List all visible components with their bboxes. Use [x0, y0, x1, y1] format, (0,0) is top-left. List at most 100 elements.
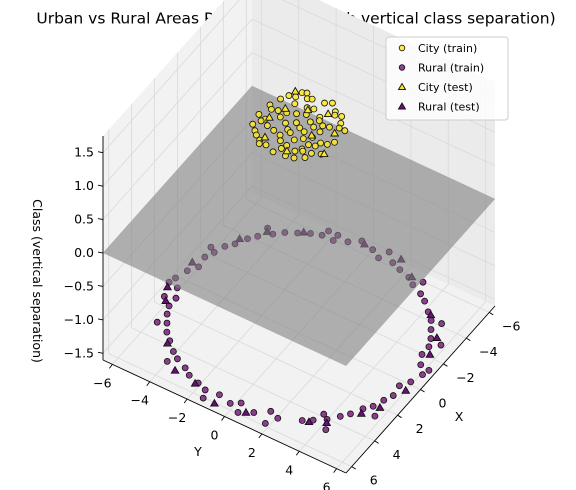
rural-train-point [418, 351, 426, 358]
x-tick-mark [489, 312, 494, 316]
city-train-point [249, 120, 257, 128]
z-tick-mark [97, 184, 104, 187]
z-grid-left-wall [102, 18, 253, 187]
rural-test-point [162, 338, 172, 347]
legend-label: Rural (train) [418, 62, 484, 75]
legend: City (train) Rural (train) City (test) Rura… [385, 36, 509, 121]
rural-train-point [298, 417, 306, 424]
rural-train-point [185, 371, 193, 379]
city-train-point [291, 100, 299, 108]
x-tick-label: −6 [502, 318, 520, 333]
y-tick-label: 0 [211, 428, 219, 443]
y-tick-label: 6 [323, 480, 331, 490]
x-tick-mark [466, 337, 471, 341]
city-train-point [252, 131, 260, 139]
city-train-point [306, 118, 314, 126]
y-tick-mark [295, 450, 300, 456]
city-train-point [270, 126, 278, 134]
rural-train-point [417, 361, 425, 369]
city-train-point [335, 124, 343, 132]
rural-test-point [375, 402, 385, 411]
rural-train-point [427, 326, 435, 333]
y-tick-mark [333, 468, 338, 473]
rural-train-point [163, 328, 171, 336]
legend-label: City (train) [418, 42, 477, 55]
city-train-point [329, 99, 336, 107]
legend-items: City (train) Rural (train) City (test) Rura… [397, 42, 484, 114]
rural-train-point [172, 294, 180, 302]
city-test-point [290, 86, 300, 95]
rural-train-point [267, 407, 275, 415]
city-test-point [303, 105, 313, 114]
city-train-point [255, 110, 263, 118]
city-test-point [280, 103, 290, 112]
x-tick-mark [374, 440, 379, 444]
z-tick-label: −1.0 [64, 312, 94, 327]
city-train-point [303, 89, 311, 97]
rural-train-point [425, 366, 433, 374]
x-tick-mark [420, 389, 425, 393]
rural-test-point [426, 310, 436, 319]
y-tick-mark [221, 416, 225, 421]
city-test-point [307, 130, 317, 139]
rural-train-point [417, 290, 424, 298]
z-grid-right-wall [251, 52, 496, 166]
legend-label: City (test) [418, 81, 473, 94]
rural-train-point [427, 317, 435, 324]
rural-train-point [437, 341, 445, 349]
city-train-point [277, 95, 284, 103]
city-train-point [305, 141, 312, 149]
city-train-point [311, 142, 319, 150]
city-points [249, 86, 349, 162]
rural-test-point [356, 408, 366, 417]
rural-train-point [371, 412, 379, 420]
city-test-point [319, 149, 329, 158]
city-train-point [296, 124, 304, 132]
rural-test-point [304, 417, 314, 426]
z-tick-label: 1.5 [74, 145, 94, 160]
rural-train-point [181, 364, 189, 372]
rural-train-point [216, 391, 223, 399]
city-train-point [341, 127, 349, 135]
rural-train-point [380, 396, 388, 404]
rural-train-point [226, 399, 234, 407]
city-train-point [331, 111, 339, 119]
rural-test-point [190, 378, 200, 387]
city-train-point [267, 105, 275, 113]
z-tick-mark [97, 285, 104, 287]
z-tick-mark [97, 218, 104, 221]
city-train-point [276, 137, 284, 145]
city-train-point [290, 136, 298, 144]
rural-train-point [395, 382, 403, 390]
city-train-point [319, 122, 327, 130]
y-tick-label: −6 [93, 375, 111, 390]
city-train-point [299, 147, 307, 155]
rural-train-point [169, 348, 177, 355]
city-train-point [310, 105, 318, 113]
z-tick-mark [97, 251, 104, 254]
x-axis-label: X [455, 409, 464, 424]
city-train-point [285, 92, 293, 99]
rural-test-point [241, 407, 251, 416]
rural-train-point [174, 355, 181, 363]
x-tick-label: −4 [479, 344, 497, 359]
city-train-point [293, 110, 300, 118]
city-train-point [301, 154, 309, 161]
rural-train-point [250, 409, 258, 416]
y-tick-label: 2 [248, 445, 256, 460]
y-tick-label: −2 [168, 410, 186, 425]
city-train-point [277, 145, 285, 152]
rural-train-point [261, 419, 269, 427]
city-train-point [292, 93, 300, 101]
x-tick-label: 2 [416, 421, 424, 436]
plane-surface [103, 86, 495, 366]
rural-train-point [322, 426, 330, 434]
legend-marker [397, 102, 407, 110]
x-tick-mark [443, 363, 448, 367]
y-axis-label: Y [193, 444, 202, 459]
city-train-point [291, 147, 299, 155]
x-tick-mark [351, 466, 356, 470]
city-train-point [293, 119, 300, 127]
rural-test-point [170, 365, 180, 374]
rural-train-point [201, 386, 209, 394]
